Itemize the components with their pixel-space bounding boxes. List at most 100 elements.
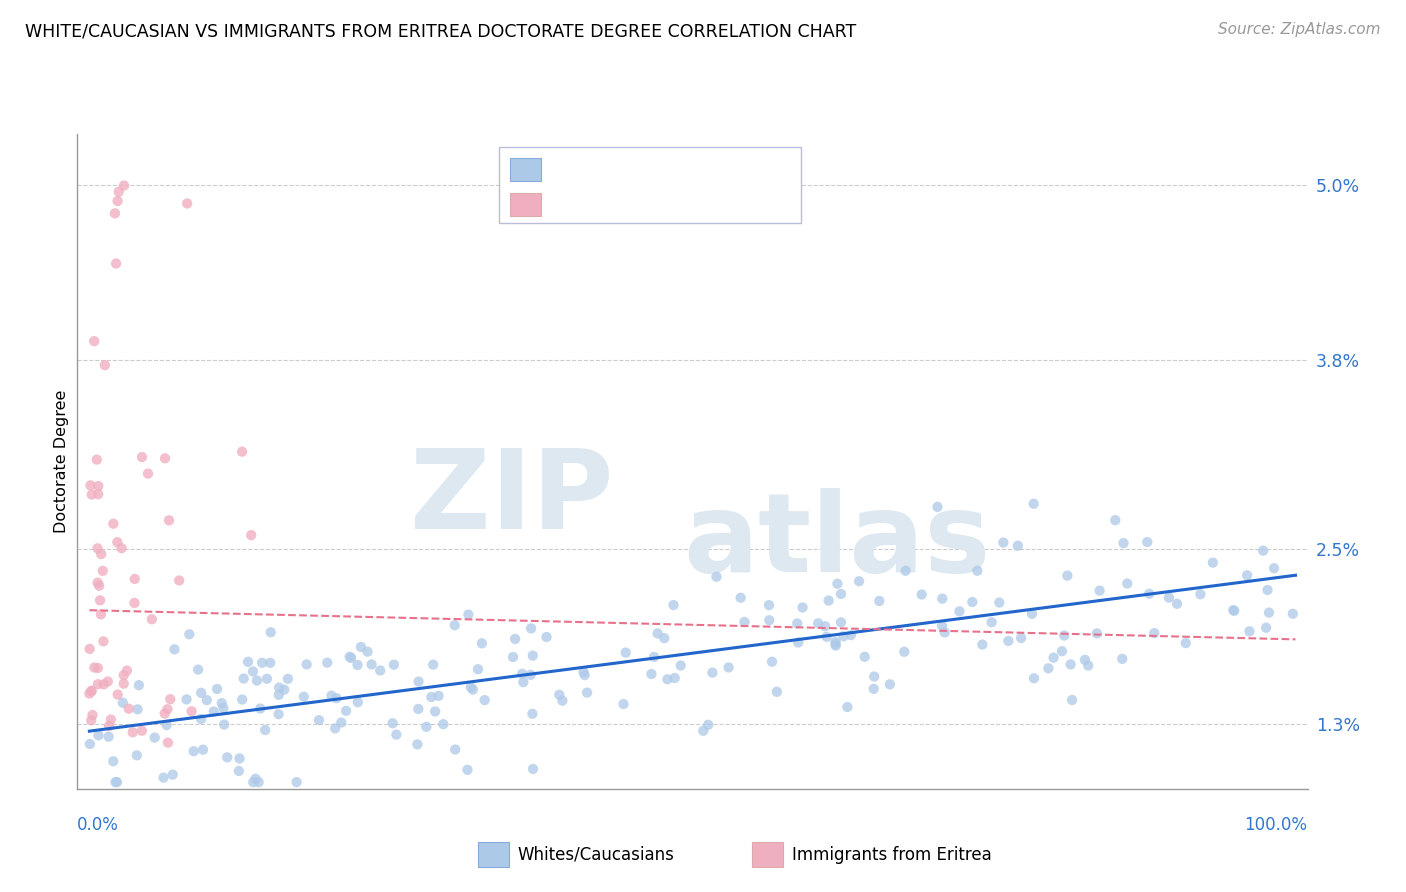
- Text: WHITE/CAUCASIAN VS IMMIGRANTS FROM ERITREA DOCTORATE DEGREE CORRELATION CHART: WHITE/CAUCASIAN VS IMMIGRANTS FROM ERITR…: [25, 22, 856, 40]
- Point: [931, 591, 953, 606]
- Point: [112, 668, 135, 682]
- Point: [80, 714, 103, 728]
- Text: atlas: atlas: [683, 488, 991, 595]
- Point: [86, 575, 108, 590]
- Point: [1059, 657, 1081, 672]
- Point: [761, 655, 783, 669]
- Point: [368, 664, 391, 678]
- Y-axis label: Doctorate Degree: Doctorate Degree: [53, 390, 69, 533]
- Point: [1074, 653, 1097, 667]
- Point: [1223, 604, 1246, 618]
- Point: [346, 695, 368, 709]
- Point: [827, 576, 849, 591]
- Point: [167, 574, 190, 588]
- Point: [664, 671, 686, 685]
- Point: [87, 728, 110, 742]
- Point: [162, 767, 184, 781]
- Point: [1137, 587, 1160, 601]
- Point: [124, 596, 146, 610]
- Point: [536, 630, 558, 644]
- Point: [815, 630, 838, 644]
- Point: [853, 649, 876, 664]
- Point: [316, 656, 339, 670]
- Point: [1022, 671, 1045, 685]
- Point: [90, 607, 112, 622]
- Point: [382, 657, 405, 672]
- Point: [766, 685, 789, 699]
- Point: [1056, 568, 1078, 582]
- Point: [156, 702, 179, 716]
- Point: [692, 723, 714, 738]
- Point: [643, 650, 665, 665]
- Point: [277, 672, 299, 686]
- Point: [86, 452, 108, 467]
- Point: [461, 682, 484, 697]
- Point: [87, 479, 110, 493]
- Point: [423, 705, 446, 719]
- Point: [190, 686, 212, 700]
- Point: [89, 579, 111, 593]
- Point: [830, 615, 852, 630]
- Point: [273, 682, 295, 697]
- Point: [551, 694, 574, 708]
- Point: [503, 632, 526, 646]
- Point: [104, 206, 127, 220]
- Point: [474, 693, 496, 707]
- Point: [420, 690, 443, 704]
- Text: Immigrants from Eritrea: Immigrants from Eritrea: [792, 846, 991, 863]
- Point: [83, 660, 105, 674]
- Point: [1222, 603, 1244, 617]
- Point: [1022, 497, 1045, 511]
- Point: [1143, 626, 1166, 640]
- Point: [308, 713, 330, 727]
- Text: R =  0.604  N = 200: R = 0.604 N = 200: [550, 161, 731, 179]
- Point: [662, 598, 685, 612]
- Point: [787, 635, 810, 649]
- Point: [217, 750, 239, 764]
- Point: [792, 600, 814, 615]
- Point: [931, 619, 953, 633]
- Point: [522, 762, 544, 776]
- Point: [862, 681, 884, 696]
- Point: [1038, 661, 1060, 675]
- Point: [93, 634, 115, 648]
- Point: [548, 688, 571, 702]
- Point: [335, 704, 357, 718]
- Point: [155, 718, 177, 732]
- Point: [246, 673, 269, 688]
- Point: [247, 775, 270, 789]
- Point: [136, 467, 159, 481]
- Point: [125, 748, 148, 763]
- Point: [115, 664, 138, 678]
- Point: [118, 701, 141, 715]
- Point: [502, 650, 524, 665]
- Point: [456, 763, 478, 777]
- Point: [80, 487, 103, 501]
- Point: [406, 737, 429, 751]
- Point: [1174, 636, 1197, 650]
- Point: [993, 535, 1015, 549]
- Point: [152, 771, 174, 785]
- Point: [124, 572, 146, 586]
- Point: [432, 717, 454, 731]
- Point: [267, 707, 290, 722]
- Point: [105, 535, 128, 549]
- Point: [340, 651, 363, 665]
- Point: [385, 728, 408, 742]
- Point: [249, 701, 271, 715]
- Point: [427, 689, 450, 703]
- Text: 100.0%: 100.0%: [1244, 816, 1308, 834]
- Point: [110, 541, 132, 556]
- Point: [254, 723, 277, 737]
- Point: [269, 681, 291, 695]
- Point: [240, 528, 263, 542]
- Point: [212, 717, 235, 731]
- Point: [422, 657, 444, 672]
- Point: [522, 648, 544, 663]
- Point: [832, 629, 855, 643]
- Point: [228, 751, 250, 765]
- Point: [1077, 658, 1099, 673]
- Point: [1136, 535, 1159, 549]
- Point: [408, 702, 430, 716]
- Point: [112, 676, 135, 690]
